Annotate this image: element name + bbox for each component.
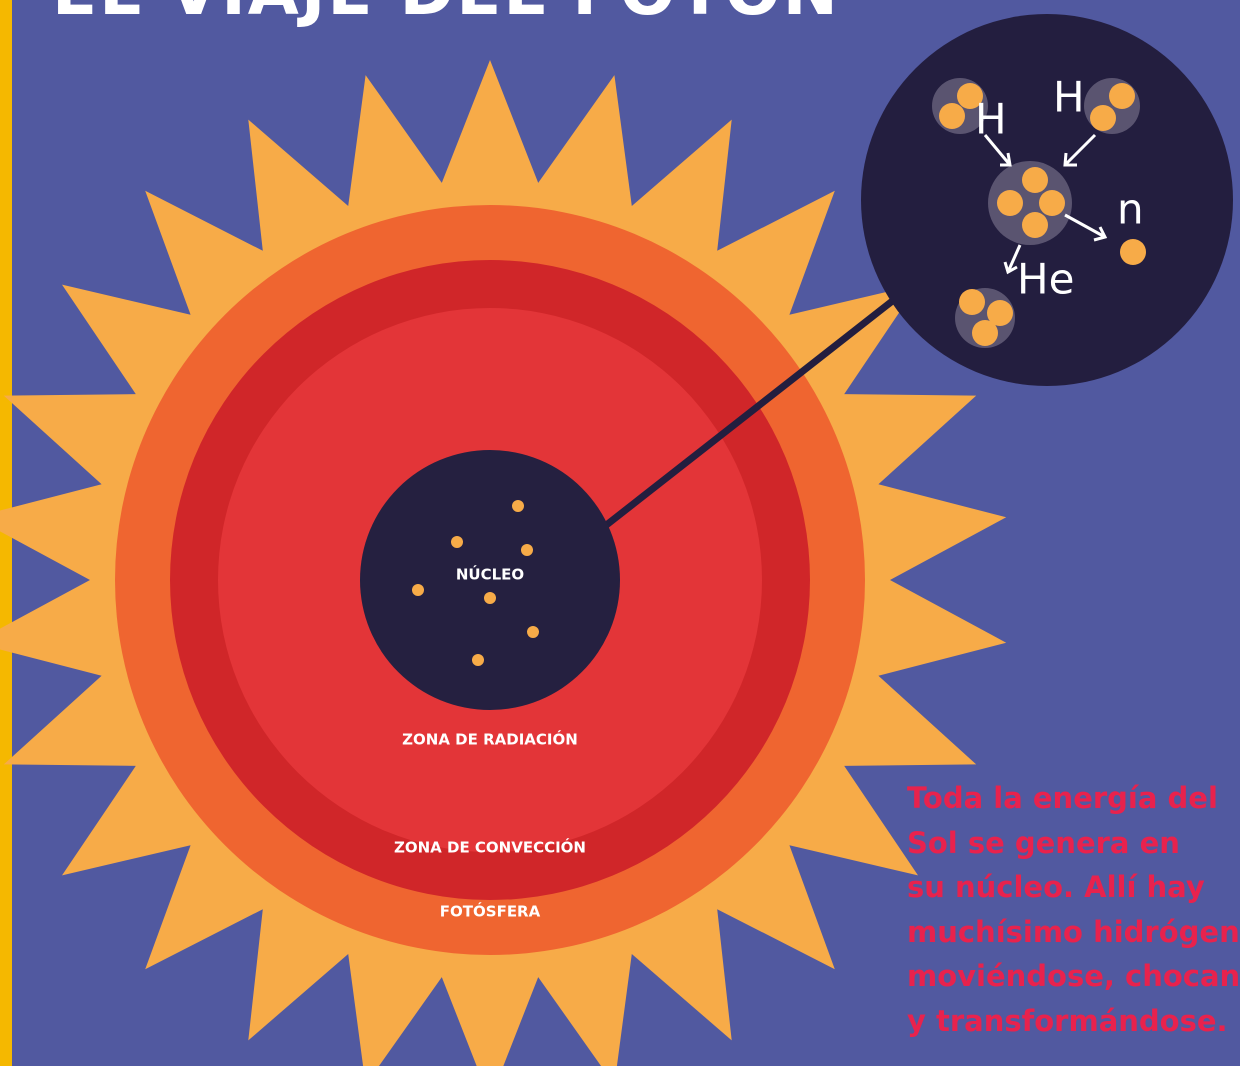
page: EL VIAJE DEL FOTÓN NÚCLEO ZONA DE RADIAC… — [0, 0, 1240, 1066]
hydrogen-label: H — [1053, 73, 1085, 122]
photosphere-label: FOTÓSFERA — [440, 902, 541, 921]
description-line: moviéndose, chocando — [907, 954, 1240, 999]
description-line: y transformándose. — [907, 999, 1240, 1044]
description-line: muchísimo hidrógeno — [907, 910, 1240, 955]
description-line: Toda la energía del — [907, 776, 1240, 821]
convection-label: ZONA DE CONVECCIÓN — [394, 838, 586, 857]
description-line: Sol se genera en — [907, 821, 1240, 866]
radiation-label: ZONA DE RADIACIÓN — [402, 730, 578, 749]
hydrogen-label: H — [975, 95, 1007, 144]
helium-label: He — [1017, 255, 1074, 304]
neutron-label: n — [1117, 185, 1144, 234]
description-line: su núcleo. Allí hay — [907, 865, 1240, 910]
title: EL VIAJE DEL FOTÓN — [52, 0, 840, 30]
nucleus-label: NÚCLEO — [456, 565, 524, 584]
